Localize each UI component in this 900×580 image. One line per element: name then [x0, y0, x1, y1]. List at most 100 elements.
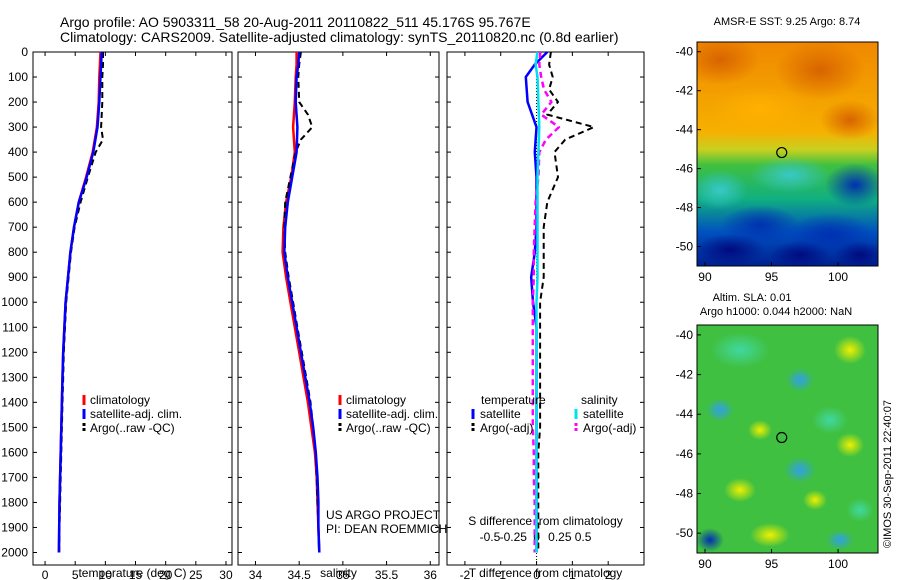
project-name: US ARGO PROJECT — [326, 508, 441, 522]
map-x-tick-label: 90 — [698, 557, 712, 571]
depth-tick-label: 1600 — [1, 445, 28, 459]
legend-entry: satellite — [583, 407, 624, 421]
imos-credit: ©IMOS 30-Sep-2011 22:40:07 — [882, 400, 894, 548]
figure-title-line2: Climatology: CARS2009. Satellite-adjuste… — [60, 29, 618, 45]
argo-location-marker — [776, 146, 788, 159]
map-x-tick-label: 95 — [765, 557, 779, 571]
series-line-salinity-satellite — [534, 51, 541, 553]
difference-profile-panel: -2 -1 0 1 2T difference from climatology S di… — [446, 51, 645, 580]
legend-entry: Argo(..raw -QC) — [346, 421, 431, 435]
x-tick-label: 36 — [424, 568, 438, 580]
x-tick-label: 35.5 — [375, 568, 399, 580]
x-tick-label: -1 — [495, 568, 506, 580]
legend-title-temperature: temperature — [481, 393, 546, 407]
x-tick-label: 0 — [42, 568, 49, 580]
map-y-tick-label: -50 — [676, 526, 694, 540]
x-tick-label: 34 — [249, 568, 263, 580]
depth-tick-label: 800 — [8, 245, 28, 259]
depth-tick-label: 1400 — [1, 395, 28, 409]
depth-tick-label: 600 — [8, 195, 28, 209]
depth-tick-label: 900 — [8, 270, 28, 284]
map-y-tick-label: -42 — [676, 84, 694, 98]
series-line-satellite-adj-clim — [283, 51, 321, 553]
depth-tick-label: 700 — [8, 220, 28, 234]
legend-entry: satellite — [480, 407, 521, 421]
depth-tick-label: 200 — [8, 95, 28, 109]
map-x-tick-label: 90 — [698, 270, 712, 284]
map-y-tick-label: -48 — [676, 487, 694, 501]
map-y-tick-label: -44 — [676, 407, 694, 421]
sst-map-frame — [696, 41, 879, 267]
sla-map-title-line1: Altim. SLA: 0.01 — [713, 292, 792, 304]
x-tick-label: 2 — [605, 568, 612, 580]
map-y-tick-label: -40 — [676, 328, 694, 342]
sst-map-axes: 90 95 100 -40 -42 -44 -46 -48 -50 — [676, 45, 849, 284]
map-y-tick-label: -40 — [676, 45, 694, 59]
argo-location-marker — [776, 431, 788, 444]
plot-frame — [237, 51, 440, 566]
depth-tick-label: 300 — [8, 120, 28, 134]
depth-tick-label: 1500 — [1, 420, 28, 434]
legend-entry: Argo(-adj) — [583, 421, 636, 435]
x-axis-label: salinity — [320, 566, 357, 580]
x-tick-label: 1 — [569, 568, 576, 580]
sla-map — [697, 325, 878, 553]
depth-tick-label: 500 — [8, 170, 28, 184]
salinity-profile-panel: 34 34.5 35 35.5 36 salinity — [237, 51, 440, 580]
difference-legend: temperature salinitysatelliteArgo(-adj)sa… — [471, 393, 636, 435]
map-y-tick-label: -50 — [676, 240, 694, 254]
sla-map-title-line2: Argo h1000: 0.044 h2000: NaN — [700, 306, 852, 318]
sst-map-title: AMSR-E SST: 9.25 Argo: 8.74 — [714, 16, 861, 28]
depth-tick-label: 0 — [21, 45, 28, 59]
x2-tick-label: 0.5 — [575, 530, 592, 544]
map-y-tick-label: -46 — [676, 447, 694, 461]
plot-frame — [446, 51, 645, 566]
map-y-tick-label: -48 — [676, 201, 694, 215]
x-tick-label: 0 — [533, 568, 540, 580]
sla-map-axes: 90 95 100 -40 -42 -44 -46 -48 -50 — [676, 328, 849, 571]
x-tick-label: -2 — [460, 568, 471, 580]
legend-entry: satellite-adj. clim. — [90, 407, 182, 421]
sla-map-frame — [696, 324, 879, 554]
legend-entry: Argo(-adj) — [480, 421, 533, 435]
temperature-profile-panel: 0 5 10 15 20 25 30 temperature (deg C) — [32, 51, 233, 580]
x-tick-label: 34.5 — [287, 568, 311, 580]
x-tick-label: 35 — [336, 568, 350, 580]
map-y-tick-label: -44 — [676, 123, 694, 137]
x-axis-label: T difference from climatology — [469, 566, 623, 580]
legend-entry: Argo(..raw -QC) — [90, 421, 175, 435]
map-x-tick-label: 95 — [765, 270, 779, 284]
x2-tick-label: 0.25 — [548, 530, 572, 544]
depth-tick-label: 1900 — [1, 520, 28, 534]
depth-tick-label: 1100 — [2, 320, 28, 334]
depth-tick-label: 400 — [8, 145, 28, 159]
depth-axis-labels: 0 100 200 300 400 500 600 700 800 900 1000 1100 1200… — [1, 45, 28, 559]
depth-tick-label: 1000 — [1, 295, 28, 309]
x2-axis-label: S difference from climatology — [468, 514, 623, 528]
depth-tick-label: 1200 — [1, 345, 28, 359]
legend-entry: climatology — [90, 393, 150, 407]
sst-map — [697, 42, 878, 266]
series-line-satellite-adj-clim — [57, 51, 103, 553]
x-tick-label: 15 — [129, 568, 143, 580]
x2-tick-label: -0.5 — [480, 530, 501, 544]
depth-tick-label: 1800 — [1, 495, 28, 509]
series-line-salinity-argo-adj- — [531, 51, 561, 553]
x-axis-label: temperature (deg C) — [78, 566, 186, 580]
plot-frame — [32, 51, 233, 566]
x2-tick-label: -0.25 — [500, 530, 528, 544]
x-tick-label: 10 — [99, 568, 113, 580]
depth-tick-label: 1300 — [1, 370, 28, 384]
legend-entry: satellite-adj. clim. — [346, 407, 438, 421]
map-y-tick-label: -46 — [676, 162, 694, 176]
depth-tick-label: 2000 — [1, 545, 28, 559]
map-x-tick-label: 100 — [828, 270, 848, 284]
x-tick-label: 30 — [219, 568, 233, 580]
map-y-tick-label: -42 — [676, 368, 694, 382]
depth-tick-label: 100 — [8, 70, 28, 84]
project-pi: PI: DEAN ROEMMICH — [326, 522, 447, 536]
x-tick-label: 20 — [159, 568, 173, 580]
